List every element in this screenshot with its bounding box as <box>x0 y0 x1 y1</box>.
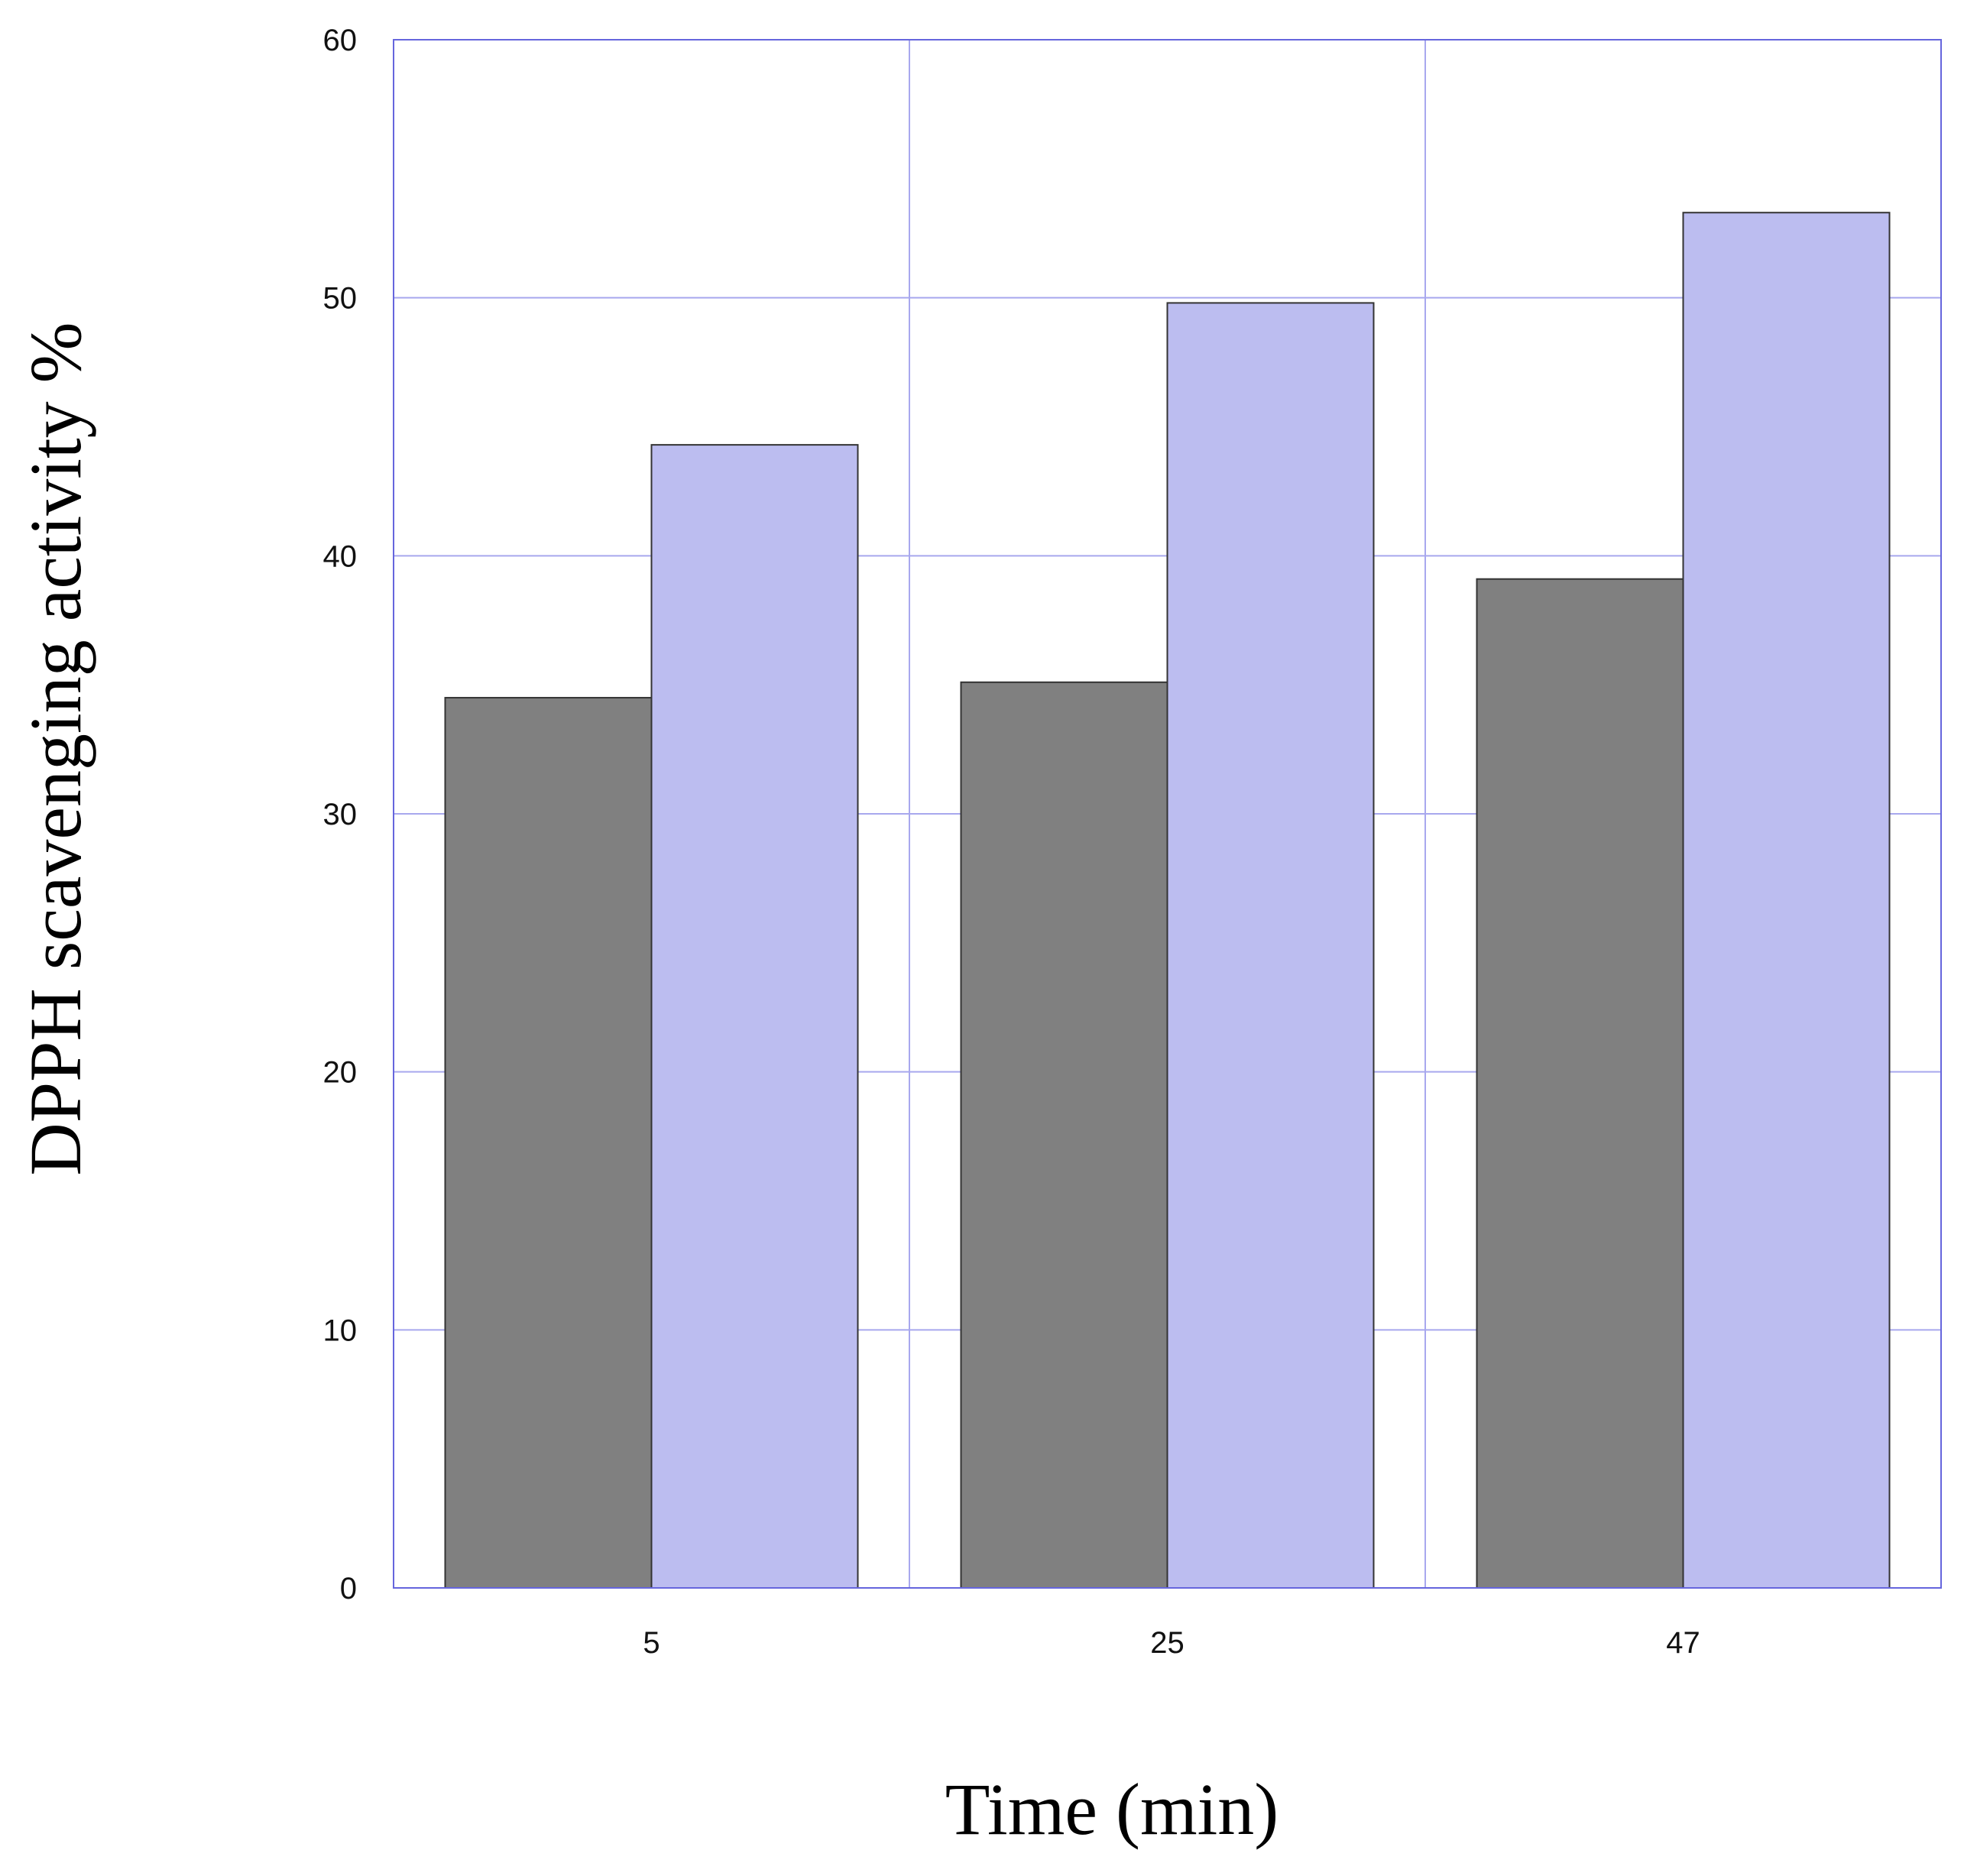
x-tick-labels: 5 25 47 <box>643 1626 1700 1660</box>
bar-series-1-25 <box>960 681 1168 1589</box>
y-tick-label: 0 <box>340 1572 357 1605</box>
x-tick-label: 25 <box>1150 1626 1185 1660</box>
y-tick-label: 10 <box>323 1314 358 1347</box>
y-tick-label: 20 <box>323 1056 358 1090</box>
y-axis-title: DPPH scavenging activity % <box>15 322 96 1175</box>
y-tick-label: 40 <box>323 539 358 573</box>
bar-series-2-25 <box>1166 302 1375 1589</box>
bars <box>444 212 1891 1589</box>
x-axis-title: Time (min) <box>945 1768 1279 1850</box>
x-tick-label: 5 <box>643 1626 660 1660</box>
bar-series-2-47 <box>1682 212 1891 1589</box>
y-tick-label: 60 <box>323 24 358 57</box>
bar-series-2-5 <box>650 444 859 1589</box>
y-tick-labels: 0 10 20 30 40 50 60 <box>323 24 358 1605</box>
bar-series-1-5 <box>444 697 653 1589</box>
plot-frame <box>393 39 1942 1589</box>
bar-series-1-47 <box>1476 578 1684 1589</box>
y-tick-label: 30 <box>323 798 358 831</box>
y-tick-label: 50 <box>323 282 358 316</box>
x-tick-label: 47 <box>1666 1626 1700 1660</box>
